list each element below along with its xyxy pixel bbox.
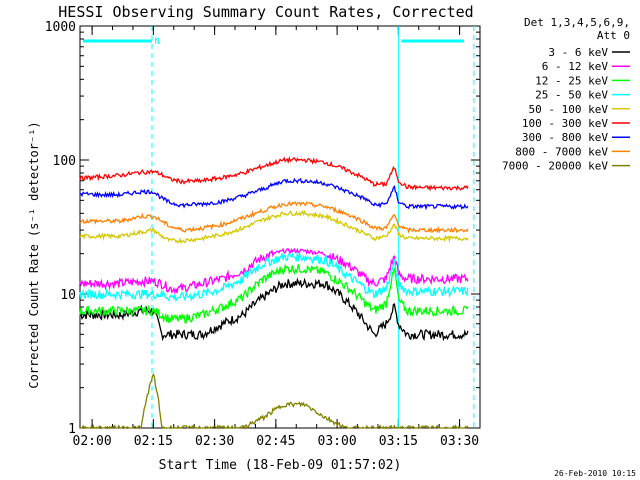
- y-tick-label: 1000: [45, 20, 76, 35]
- legend-entry-label: 12 - 25 keV: [535, 74, 608, 87]
- plot-frame: [79, 25, 481, 429]
- legend-entry-label: 6 - 12 keV: [542, 60, 609, 73]
- legend-entry-label: 800 - 7000 keV: [515, 145, 608, 158]
- x-axis-label: Start Time (18-Feb-09 01:57:02): [159, 458, 402, 473]
- footer-timestamp: 26-Feb-2010 10:15: [554, 469, 636, 478]
- legend-entry-label: 25 - 50 keV: [535, 89, 608, 102]
- legend-header-line-1: Det 1,3,4,5,6,9,: [524, 16, 630, 29]
- series-line: [79, 200, 469, 234]
- series-line: [79, 209, 469, 244]
- x-tick-label: 03:00: [318, 434, 357, 449]
- chart-title: HESSI Observing Summary Count Rates, Cor…: [58, 3, 473, 21]
- series-line: [79, 251, 469, 303]
- attenuator-segment-label: N: [154, 37, 159, 47]
- x-tick-label: 02:30: [195, 434, 234, 449]
- x-tick-label: 02:15: [134, 434, 173, 449]
- y-tick-label: 1: [68, 422, 76, 437]
- legend-entry-label: 7000 - 20000 keV: [502, 160, 608, 173]
- legend-entry-label: 50 - 100 keV: [529, 103, 609, 116]
- series-line: [79, 263, 469, 324]
- y-tick-label: 100: [53, 154, 76, 169]
- series-line: [79, 247, 469, 295]
- legend-entry-label: 3 - 6 keV: [548, 46, 608, 59]
- x-tick-label: 03:15: [379, 434, 418, 449]
- y-tick-label: 10: [60, 288, 76, 303]
- legend-header-line-2: Att 0: [597, 29, 630, 42]
- x-tick-label: 02:45: [256, 434, 295, 449]
- legend-entry-label: 300 - 800 keV: [522, 131, 608, 144]
- legend-entry-label: 100 - 300 keV: [522, 117, 608, 130]
- series-line: [79, 155, 469, 192]
- series-line: [80, 373, 469, 430]
- x-tick-label: 03:30: [440, 434, 479, 449]
- series-line: [79, 177, 469, 211]
- x-tick-label: 02:00: [73, 434, 112, 449]
- y-axis-label: Corrected Count Rate (s⁻¹ detector⁻¹): [27, 121, 41, 388]
